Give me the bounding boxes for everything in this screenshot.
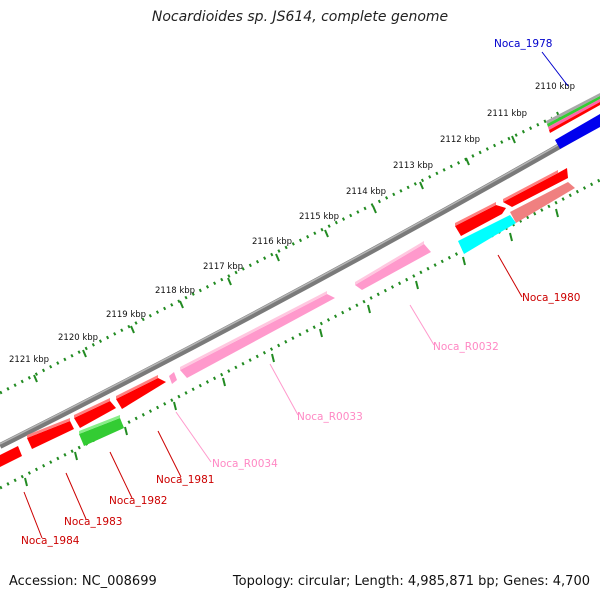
label-noca-1978[interactable]: Noca_1978 — [494, 38, 552, 50]
label-noca-1982[interactable]: Noca_1982 — [109, 495, 167, 507]
label-noca-r0033[interactable]: Noca_R0033 — [297, 411, 363, 423]
tick-label-2112: 2112 kbp — [440, 135, 480, 145]
gene-noca-1980[interactable] — [458, 215, 516, 254]
gene-cds-b[interactable] — [74, 401, 116, 428]
topology-text: Topology: circular; Length: 4,985,871 bp… — [232, 574, 590, 589]
label-noca-1981[interactable]: Noca_1981 — [156, 474, 214, 486]
tick-label-2111: 2111 kbp — [487, 109, 527, 119]
label-noca-1980[interactable]: Noca_1980 — [522, 292, 580, 304]
tick-label-2115: 2115 kbp — [299, 212, 339, 222]
inner-dotted-ring — [0, 178, 600, 490]
tick-label-2121: 2121 kbp — [9, 355, 49, 365]
label-noca-r0034[interactable]: Noca_R0034 — [212, 458, 278, 470]
gene-noca-1981[interactable] — [116, 378, 166, 409]
genome-backbone — [0, 120, 600, 449]
tick-label-2117: 2117 kbp — [203, 262, 243, 272]
tick-label-2116: 2116 kbp — [252, 237, 292, 247]
tick-label-2118: 2118 kbp — [155, 286, 195, 296]
gene-noca-1982[interactable] — [79, 418, 124, 446]
gene-noca-1983[interactable] — [27, 421, 74, 449]
tick-label-2120: 2120 kbp — [58, 333, 98, 343]
feature-bundle-2110 — [546, 93, 600, 149]
inner-tick-marks — [24, 208, 559, 487]
map-title: Nocardioides sp. JS614, complete genome — [151, 9, 449, 25]
tick-label-2114: 2114 kbp — [346, 187, 386, 197]
gene-cds-upper[interactable] — [503, 168, 568, 207]
tick-label-2113: 2113 kbp — [393, 161, 433, 171]
gene-cds-a[interactable] — [455, 205, 506, 236]
accession-text: Accession: NC_008699 — [9, 574, 157, 589]
label-leader-lines — [23, 51, 569, 539]
label-noca-1984[interactable]: Noca_1984 — [21, 535, 80, 547]
gene-noca-r0034[interactable] — [169, 372, 177, 384]
label-noca-r0032[interactable]: Noca_R0032 — [433, 341, 499, 353]
tick-label-2110: 2110 kbp — [535, 82, 575, 92]
gene-noca-r0032[interactable] — [355, 244, 431, 290]
cds-features — [0, 168, 575, 467]
gene-labels: Noca_1978 Noca_1980 Noca_R0032 Noca_R003… — [21, 38, 580, 547]
gene-noca-1984[interactable] — [0, 446, 22, 467]
tick-labels: 2110 kbp 2111 kbp 2112 kbp 2113 kbp 2114… — [9, 82, 575, 365]
gene-noca-1980-light[interactable] — [510, 182, 575, 223]
tick-label-2119: 2119 kbp — [106, 310, 146, 320]
genome-backbone-highlight — [0, 120, 600, 445]
label-noca-1983[interactable]: Noca_1983 — [64, 516, 122, 528]
gene-noca-1978[interactable] — [555, 114, 600, 149]
gene-noca-r0033[interactable] — [180, 294, 335, 378]
